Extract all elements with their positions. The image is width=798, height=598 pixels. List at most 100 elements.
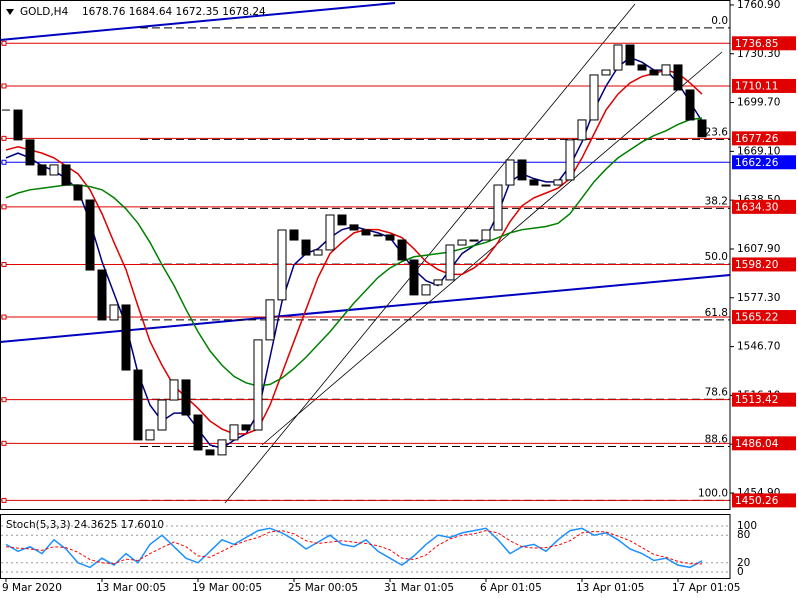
level-handle xyxy=(1,497,7,503)
candle xyxy=(37,164,47,176)
stoch-line xyxy=(5,527,703,569)
level-label: 1565.22 xyxy=(735,312,778,324)
candle xyxy=(13,109,23,141)
stoch-tick-label: 0 xyxy=(737,566,744,578)
level-box xyxy=(732,436,796,451)
candle xyxy=(601,69,611,76)
candle xyxy=(181,379,191,416)
candle xyxy=(445,244,455,281)
candle xyxy=(25,139,35,166)
level-label: 1662.26 xyxy=(735,157,779,169)
menu-icon[interactable] xyxy=(6,9,14,15)
candle xyxy=(145,429,155,441)
y-tick-label: 1546.70 xyxy=(737,341,780,353)
level-box xyxy=(732,257,796,272)
candle xyxy=(97,269,107,321)
candle xyxy=(253,339,263,431)
moving-average xyxy=(5,117,703,387)
fib-label: 38.2 xyxy=(705,195,728,207)
level-label: 1598.20 xyxy=(735,259,778,271)
fib-label: 100.0 xyxy=(698,487,728,499)
channel-line xyxy=(224,3,636,504)
fib-label: 78.6 xyxy=(705,386,729,398)
level-box xyxy=(732,493,796,508)
candle xyxy=(157,399,167,431)
candle xyxy=(109,304,119,321)
candle xyxy=(361,229,371,236)
stoch-title: Stoch(5,3,3) 24.3625 17.6010 xyxy=(6,519,164,531)
candle xyxy=(553,179,563,186)
x-tick-label: 13 Apr 01:05 xyxy=(576,582,644,594)
y-tick-label: 1760.90 xyxy=(737,0,780,11)
level-box xyxy=(732,155,796,170)
candle xyxy=(421,284,431,296)
main-frame xyxy=(0,0,731,510)
level-box xyxy=(732,310,796,325)
level-handle xyxy=(1,135,7,141)
y-tick-label: 1607.90 xyxy=(737,243,780,255)
level-handle xyxy=(1,83,7,89)
candle xyxy=(565,139,575,181)
candle xyxy=(505,159,515,186)
candle xyxy=(373,234,383,237)
candle xyxy=(397,239,407,261)
moving-average xyxy=(5,69,703,435)
candle xyxy=(277,229,287,301)
candle xyxy=(301,239,311,256)
candle xyxy=(49,164,59,176)
level-label: 1736.85 xyxy=(735,38,778,50)
y-tick-label: 1669.10 xyxy=(737,145,780,157)
level-label: 1634.30 xyxy=(735,201,778,213)
x-tick-label: 19 Mar 00:05 xyxy=(192,582,262,594)
candle xyxy=(541,184,551,187)
level-handle xyxy=(1,397,7,403)
level-label: 1486.04 xyxy=(735,438,779,450)
stoch-tick-label: 20 xyxy=(737,557,750,569)
candle xyxy=(265,299,275,341)
level-box xyxy=(732,131,796,146)
candle xyxy=(673,64,683,91)
stoch-line xyxy=(5,530,703,565)
candle xyxy=(697,119,707,138)
candle xyxy=(433,279,443,286)
symbol: GOLD,H4 xyxy=(20,6,69,18)
quote: 1678.76 1684.64 1672.35 1678.24 xyxy=(82,6,266,18)
x-tick-label: 31 Mar 01:05 xyxy=(384,582,454,594)
channel-line xyxy=(261,51,723,446)
stoch-frame xyxy=(0,514,731,579)
candle xyxy=(385,234,395,241)
candle xyxy=(217,439,227,456)
candle xyxy=(409,259,419,296)
level-label: 1513.42 xyxy=(735,394,778,406)
plot xyxy=(0,27,730,503)
x-tick-label: 9 Mar 2020 xyxy=(2,582,62,594)
candle xyxy=(205,449,215,456)
y-tick-label: 1699.70 xyxy=(737,97,780,109)
level-handle xyxy=(1,261,7,267)
level-label: 1710.11 xyxy=(735,80,778,92)
candle xyxy=(241,424,251,431)
candle xyxy=(337,214,347,226)
candle xyxy=(529,179,539,186)
candle xyxy=(457,239,467,246)
candle xyxy=(73,184,83,201)
x-tick-label: 25 Mar 00:05 xyxy=(288,582,358,594)
level-handle xyxy=(1,440,7,446)
candle xyxy=(229,424,239,441)
candle xyxy=(517,159,527,181)
fib-label: 0.0 xyxy=(711,15,728,27)
level-label: 1450.26 xyxy=(735,495,779,507)
y-tick-label: 1577.30 xyxy=(737,292,780,304)
level-box xyxy=(732,392,796,407)
candle xyxy=(625,44,635,66)
candle xyxy=(193,414,203,451)
candle xyxy=(85,199,95,271)
level-box xyxy=(732,36,796,51)
candle xyxy=(325,214,335,251)
candle xyxy=(613,44,623,71)
candle xyxy=(469,239,479,242)
level-handle xyxy=(1,204,7,210)
candle xyxy=(289,229,299,241)
